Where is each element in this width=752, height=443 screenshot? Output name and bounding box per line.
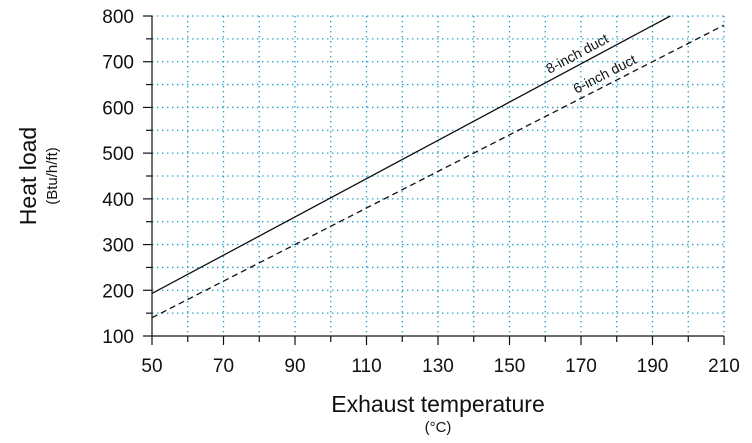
y-axis-unit: (Btu/h/ft) [44, 147, 61, 205]
x-tick-label: 110 [351, 356, 381, 377]
y-axis-title: Heat load [15, 127, 41, 225]
y-tick-label: 700 [102, 53, 134, 74]
y-tick-label: 300 [102, 236, 134, 257]
y-tick-label: 500 [102, 144, 134, 165]
y-tick-label: 400 [102, 190, 134, 211]
x-tick-label: 150 [494, 356, 526, 377]
ticks: 50 70 90 110 130 150 170 190 210 100 200 300 400 500 6… [102, 7, 740, 377]
x-tick-label: 90 [284, 356, 305, 377]
x-axis-title: Exhaust temperature [331, 391, 545, 417]
y-tick-label: 200 [102, 281, 134, 302]
x-tick-label: 210 [708, 356, 740, 377]
x-tick-label: 170 [565, 356, 597, 377]
y-tick-label: 800 [102, 7, 134, 28]
series-line [151, 15, 671, 295]
series-line [151, 24, 725, 319]
x-tick-label: 130 [422, 356, 454, 377]
x-tick-label: 190 [637, 356, 669, 377]
y-tick-label: 100 [102, 327, 134, 348]
y-tick-label: 600 [102, 98, 134, 119]
x-tick-label: 70 [213, 356, 234, 377]
x-tick-label: 50 [141, 356, 162, 377]
grid [152, 15, 725, 336]
x-axis-unit: (°C) [425, 419, 452, 436]
